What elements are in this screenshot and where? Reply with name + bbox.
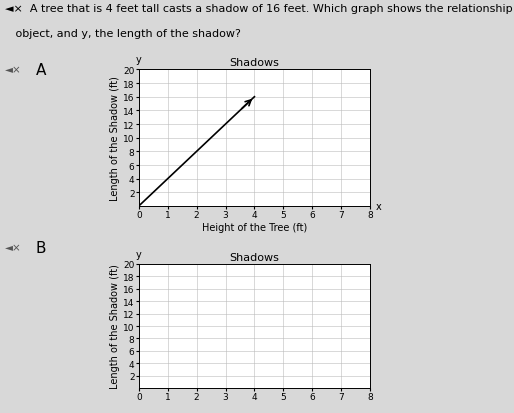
X-axis label: Height of the Tree (ft): Height of the Tree (ft) <box>202 223 307 233</box>
Text: ◄×: ◄× <box>5 65 22 75</box>
Text: ◄×  A tree that is 4 feet tall casts a shadow of 16 feet. Which graph shows the : ◄× A tree that is 4 feet tall casts a sh… <box>5 4 514 14</box>
Text: x: x <box>376 202 381 211</box>
Text: y: y <box>136 249 142 259</box>
Text: ◄×: ◄× <box>5 243 22 253</box>
Text: object, and y, the length of the shadow?: object, and y, the length of the shadow? <box>5 29 241 39</box>
Y-axis label: Length of the Shadow (ft): Length of the Shadow (ft) <box>111 76 120 201</box>
Y-axis label: Length of the Shadow (ft): Length of the Shadow (ft) <box>111 264 120 389</box>
Text: B: B <box>36 240 46 255</box>
Text: A: A <box>36 63 46 78</box>
Title: Shadows: Shadows <box>229 58 280 68</box>
Title: Shadows: Shadows <box>229 252 280 262</box>
Text: y: y <box>136 55 142 65</box>
